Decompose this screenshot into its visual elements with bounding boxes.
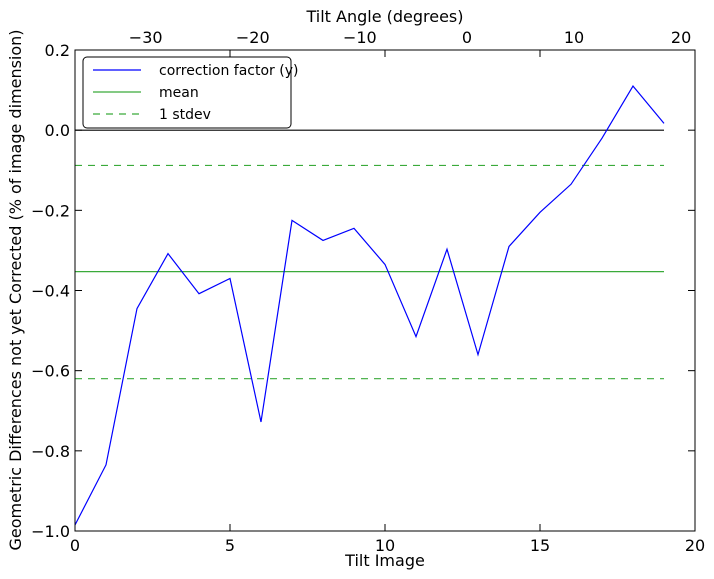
legend-label-stdev: 1 stdev: [159, 107, 211, 123]
legend: correction factor (y) mean 1 stdev: [82, 56, 298, 129]
legend-box: [82, 56, 292, 129]
x-tick-label: 0: [70, 536, 80, 555]
x-tick-label: 15: [530, 536, 550, 555]
x-tick-label: 10: [375, 536, 395, 555]
top-axis: −30 −20 −10 0 10 20: [129, 28, 691, 47]
y-tick-label: 0.2: [45, 41, 70, 60]
y-tick-label: −0.4: [31, 282, 70, 301]
top-tick-label: −30: [129, 28, 163, 47]
y-tick-label: −1.0: [31, 522, 70, 541]
x-axis-label: Tilt Image: [344, 551, 425, 570]
y-tick-label: 0.0: [45, 121, 70, 140]
y-tick-label: −0.6: [31, 362, 70, 381]
x-tick-label: 5: [225, 536, 235, 555]
top-tick-label: −10: [343, 28, 377, 47]
top-axis-label: Tilt Angle (degrees): [305, 7, 463, 26]
series-line-0: [74, 85, 665, 526]
left-axis: −1.0 −0.8 −0.6 −0.4 −0.2 0.0 0.2: [31, 41, 695, 541]
legend-label-mean: mean: [159, 85, 199, 101]
y-axis-label: Geometric Differences not yet Corrected …: [6, 29, 25, 550]
top-tick-label: 0: [462, 28, 472, 47]
top-tick-label: 10: [564, 28, 584, 47]
y-tick-label: −0.8: [31, 442, 70, 461]
y-tick-label: −0.2: [31, 201, 70, 220]
x-tick-label: 20: [685, 536, 705, 555]
plot-layer: [74, 85, 665, 526]
bottom-axis: 0 5 10 15 20: [70, 50, 705, 555]
legend-label-correction: correction factor (y): [159, 63, 298, 79]
top-tick-label: 20: [671, 28, 691, 47]
top-tick-label: −20: [236, 28, 270, 47]
